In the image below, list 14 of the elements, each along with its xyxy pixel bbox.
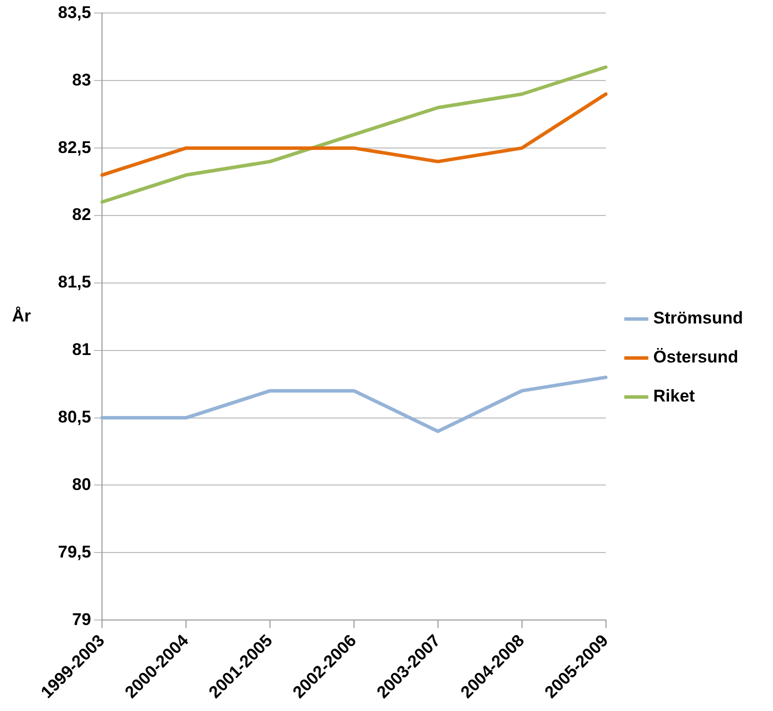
legend-label: Strömsund: [653, 308, 744, 328]
y-tick-label: 83: [72, 70, 92, 90]
y-tick-label: 80: [72, 474, 92, 494]
y-tick-label: 81: [72, 340, 92, 360]
y-tick-label: 83,5: [58, 2, 92, 22]
legend-label: Riket: [653, 386, 696, 406]
y-tick-label: 80,5: [58, 407, 92, 426]
y-axis-title: År: [12, 306, 32, 326]
y-tick-label: 81,5: [58, 272, 92, 292]
legend-label: Östersund: [653, 348, 738, 367]
y-tick-label: 82: [72, 205, 92, 224]
y-tick-label: 79: [72, 610, 92, 629]
y-tick-label: 79,5: [58, 542, 92, 562]
y-tick-label: 82,5: [58, 138, 92, 157]
